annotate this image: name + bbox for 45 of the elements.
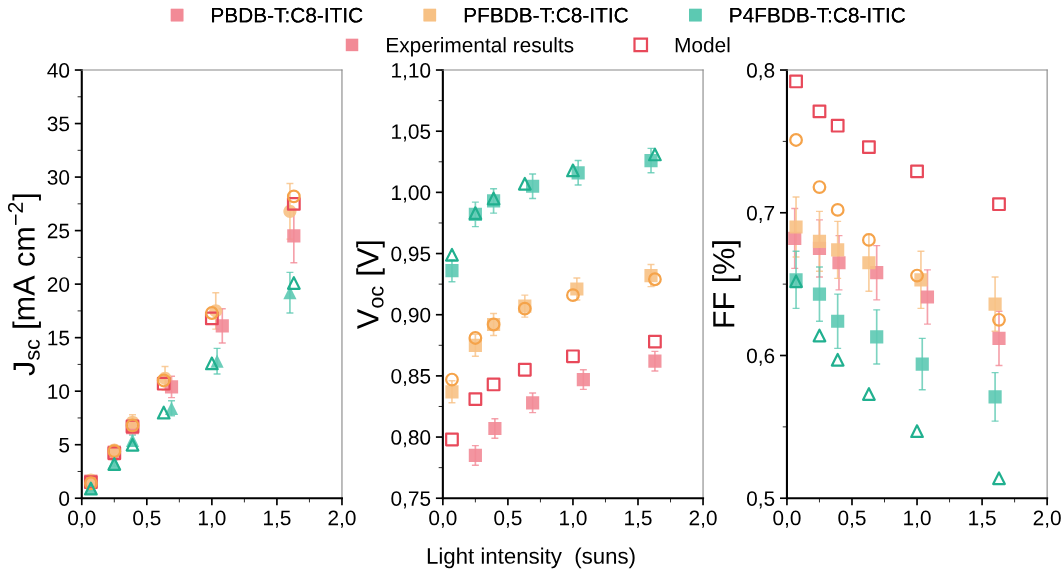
y-tick-label: 0,95 bbox=[391, 246, 431, 264]
x-tick-label: 1,0 bbox=[904, 510, 931, 528]
y-tick-label: 0,6 bbox=[746, 348, 775, 366]
x-tick-label: 0,5 bbox=[133, 510, 161, 528]
x-tick-label: 1,5 bbox=[625, 510, 652, 528]
y-tick-label: 20 bbox=[47, 277, 70, 292]
y-tick-label: 1,05 bbox=[392, 124, 431, 142]
y-tick-label: 25 bbox=[47, 223, 70, 239]
x-tick-label: 1,0 bbox=[560, 510, 587, 528]
y-tick-label: 15 bbox=[48, 330, 70, 346]
x-tick-label: 2,0 bbox=[689, 510, 717, 528]
y-axis-title: J$_{sc}$ [mA cm$^{−2}$] bbox=[7, 194, 41, 376]
y-tick-label: 1,10 bbox=[392, 63, 431, 81]
y-tick-label: 10 bbox=[48, 384, 70, 399]
x-tick-label: 1,5 bbox=[264, 510, 291, 528]
y-axis-title: V$_{oc}$ [V] bbox=[356, 241, 385, 330]
y-tick-label: 0,8 bbox=[746, 63, 775, 81]
y-tick-label: 5 bbox=[59, 437, 70, 453]
y-tick-label: 0,80 bbox=[391, 430, 431, 448]
y-tick-label: 0,90 bbox=[391, 307, 431, 325]
x-tick-label: 0,5 bbox=[838, 510, 866, 528]
y-tick-label: 0 bbox=[59, 491, 70, 506]
legend-label: P4FBDB-T:C8-ITIC bbox=[730, 7, 905, 23]
x-tick-label: 0,0 bbox=[68, 510, 96, 528]
x-tick-label: 0,0 bbox=[773, 510, 801, 528]
y-tick-label: 0,7 bbox=[746, 205, 775, 223]
x-tick-label: 2,0 bbox=[1033, 510, 1061, 528]
x-tick-label: 0,0 bbox=[429, 510, 457, 528]
y-tick-label: 35 bbox=[47, 116, 70, 132]
x-tick-label: 2,0 bbox=[328, 510, 356, 528]
x-axis-title: Light intensity (suns) bbox=[427, 547, 635, 569]
y-tick-label: 40 bbox=[47, 63, 70, 78]
y-tick-label: 1,00 bbox=[392, 185, 431, 203]
y-tick-label: 30 bbox=[47, 170, 70, 185]
y-tick-label: 0,75 bbox=[391, 491, 431, 509]
legend-label: Model bbox=[675, 37, 730, 53]
legend-label: PBDB-T:C8-ITIC bbox=[212, 7, 363, 23]
legend-label: PFBDB-T:C8-ITIC bbox=[464, 7, 628, 23]
text: Experimental results bbox=[387, 37, 574, 57]
x-tick-label: 0,5 bbox=[494, 510, 522, 528]
y-tick-label: 0,85 bbox=[391, 368, 431, 387]
y-tick-label: 0,5 bbox=[746, 491, 775, 509]
x-tick-label: 1,0 bbox=[198, 510, 226, 528]
y-axis-title: FF [%] bbox=[712, 241, 741, 327]
x-tick-label: 1,5 bbox=[969, 510, 996, 528]
